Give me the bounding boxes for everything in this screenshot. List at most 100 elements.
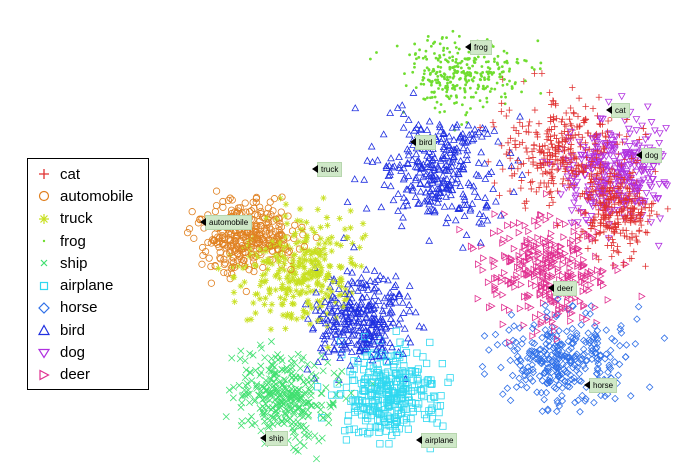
scatter-point: [295, 403, 303, 411]
scatter-point: [632, 116, 641, 124]
scatter-point: [579, 190, 586, 197]
scatter-point: [299, 378, 307, 386]
scatter-point: [480, 65, 484, 68]
scatter-point: [330, 344, 339, 352]
scatter-point: [434, 72, 438, 76]
scatter-point: [576, 356, 585, 364]
scatter-point: [298, 410, 306, 418]
scatter-point: [578, 391, 587, 400]
scatter-point: [597, 200, 604, 207]
scatter-point: [318, 352, 326, 360]
scatter-point: [423, 195, 432, 203]
scatter-point: [529, 332, 537, 340]
scatter-point: [562, 184, 571, 192]
scatter-point: [544, 405, 552, 414]
scatter-point: [266, 416, 274, 424]
scatter-point: [584, 245, 592, 252]
scatter-point: [550, 97, 557, 105]
scatter-point: [461, 70, 465, 74]
scatter-point: [314, 206, 322, 213]
scatter-point: [542, 244, 550, 253]
scatter-point: [613, 207, 622, 215]
scatter-point: [413, 42, 417, 46]
scatter-point: [412, 124, 421, 132]
scatter-point: [380, 301, 388, 309]
scatter-point: [366, 306, 375, 314]
scatter-point: [452, 144, 461, 152]
scatter-point: [282, 233, 289, 241]
scatter-point: [569, 363, 577, 372]
scatter-point: [404, 425, 412, 433]
scatter-point: [595, 210, 602, 218]
scatter-point: [548, 357, 556, 366]
scatter-point: [553, 342, 562, 351]
scatter-point: [475, 210, 484, 218]
scatter-point: [642, 228, 649, 236]
scatter-point: [328, 288, 335, 296]
scatter-point: [275, 241, 283, 248]
scatter-point: [604, 98, 613, 106]
scatter-point: [632, 159, 640, 166]
scatter-point: [628, 230, 636, 238]
scatter-point: [431, 206, 439, 214]
scatter-point: [318, 434, 326, 442]
scatter-point: [350, 175, 359, 183]
scatter-point: [649, 176, 657, 184]
scatter-point: [347, 259, 355, 266]
scatter-point: [319, 331, 327, 339]
scatter-point: [506, 106, 513, 114]
scatter-point: [294, 350, 302, 358]
scatter-point: [363, 352, 371, 360]
scatter-point: [486, 303, 494, 312]
scatter-point: [520, 242, 528, 251]
scatter-point: [370, 291, 379, 299]
scatter-point: [428, 150, 437, 158]
scatter-point: [456, 181, 465, 189]
scatter-point: [493, 57, 496, 61]
scatter-point: [275, 226, 283, 235]
scatter-point: [481, 193, 490, 201]
scatter-point: [633, 315, 641, 323]
scatter-point: [486, 60, 490, 64]
scatter-point: [265, 379, 273, 387]
scatter-point: [260, 395, 268, 403]
scatter-point: [252, 262, 260, 270]
scatter-point: [570, 227, 578, 236]
scatter-point: [549, 199, 557, 206]
legend-label: dog: [60, 344, 86, 362]
scatter-point: [612, 160, 621, 168]
scatter-point: [561, 249, 569, 258]
scatter-point: [534, 247, 542, 256]
scatter-point: [610, 337, 619, 345]
scatter-point: [543, 265, 551, 273]
scatter-point: [275, 223, 283, 231]
scatter-point: [574, 262, 582, 271]
scatter-point: [459, 66, 463, 70]
scatter-point: [626, 130, 634, 138]
scatter-point: [499, 165, 506, 173]
scatter-point: [563, 369, 572, 377]
scatter-point: [446, 47, 449, 50]
scatter-point: [621, 201, 630, 209]
scatter-point: [404, 147, 413, 155]
scatter-point: [543, 254, 551, 263]
scatter-point: [558, 138, 566, 145]
scatter-point: [636, 193, 643, 201]
scatter-point: [224, 242, 232, 251]
scatter-point: [512, 144, 520, 151]
scatter-point: [460, 138, 468, 146]
scatter-point: [436, 57, 440, 61]
scatter-point: [349, 396, 357, 404]
scatter-point: [373, 369, 381, 377]
scatter-point: [496, 54, 500, 58]
scatter-point: [350, 243, 358, 251]
pointer-icon: [200, 218, 206, 226]
scatter-point: [573, 350, 581, 358]
scatter-point: [344, 417, 352, 425]
scatter-point: [223, 269, 231, 277]
scatter-point: [548, 175, 556, 182]
scatter-point: [281, 243, 288, 250]
scatter-point: [625, 143, 634, 151]
scatter-point: [624, 125, 633, 133]
